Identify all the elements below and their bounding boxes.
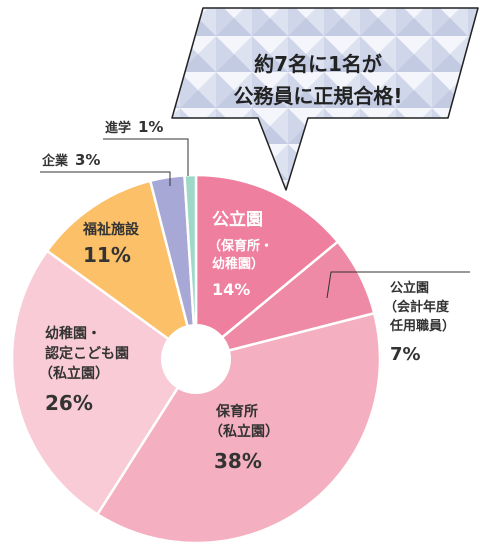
pie-slice-further-study (183, 173, 198, 360)
slice-value-public-nursery: 14% (212, 280, 250, 299)
callout-shape (171, 7, 479, 191)
label-welfare: 福祉施設 11% (82, 221, 140, 267)
slice-label-public-fiscal-l1: 公立園 (390, 280, 429, 296)
slice-label-public-nursery-l2: （保育所・ (208, 238, 273, 254)
label-private-kinder: 幼稚園・ 認定こども園 （私立園） 26% (39, 325, 129, 415)
slice-label-public-nursery-l1: 公立園 (212, 209, 263, 230)
slice-label-public-fiscal-l2: （会計年度 (384, 299, 450, 315)
callout-bubble: 約7名に1名が 公務員に正規合格! (171, 7, 479, 191)
slice-label-public-nursery-l3: 幼稚園） (212, 256, 264, 272)
slice-label-public-fiscal-l3: 任用職員） (389, 318, 455, 334)
slice-label-private-nursery-l2: （私立園） (209, 423, 279, 440)
slice-value-private-kinder: 26% (45, 391, 93, 415)
label-public-nursery: 公立園 （保育所・ 幼稚園） 14% (208, 209, 273, 299)
slice-label-private-nursery-l1: 保育所 (215, 403, 258, 420)
label-private-nursery: 保育所 （私立園） 38% (209, 403, 279, 473)
slice-label-welfare: 福祉施設 (82, 221, 140, 238)
label-company: 企業 3% (40, 151, 171, 186)
label-public-fiscal: 公立園 （会計年度 任用職員） 7% (326, 271, 470, 365)
slice-label-private-kinder-l1: 幼稚園・ (45, 325, 101, 342)
slice-value-further-study: 1% (138, 118, 163, 136)
slice-value-company: 3% (75, 151, 100, 169)
slice-value-public-fiscal: 7% (390, 344, 421, 365)
pie-slice-private-kinder (10, 249, 198, 517)
pie-slice-welfare (45, 179, 199, 363)
leader-line-further-study (103, 138, 189, 176)
label-further-study: 進学 1% (103, 118, 189, 176)
callout-line-2: 公務員に正規合格! (233, 84, 402, 108)
slice-value-private-nursery: 38% (214, 449, 262, 473)
callout-line-1: 約7名に1名が (254, 52, 382, 76)
pie-slice-private-nursery (95, 311, 382, 545)
slice-label-further-study: 進学 (105, 120, 131, 136)
slice-label-private-kinder-l3: （私立園） (39, 365, 109, 382)
slice-label-company: 企業 (41, 153, 69, 169)
leader-line-public-fiscal (326, 271, 470, 299)
pie-slices (10, 173, 382, 545)
leader-line-company (40, 171, 171, 186)
pie-slice-public-nursery (194, 173, 340, 362)
donut-hole (161, 324, 231, 394)
slice-value-welfare: 11% (83, 243, 131, 267)
slice-label-private-kinder-l2: 認定こども園 (45, 345, 129, 362)
